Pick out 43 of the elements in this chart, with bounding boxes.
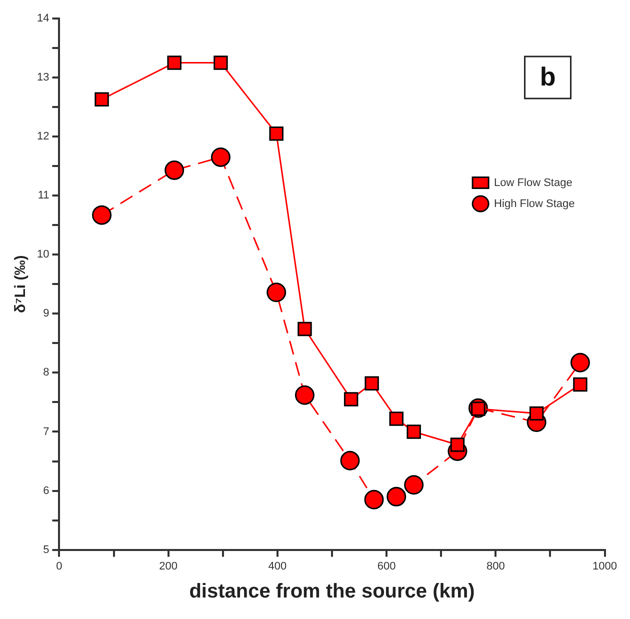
x-axis-title: distance from the source (km) xyxy=(189,580,475,603)
x-tick-label: 600 xyxy=(377,560,396,572)
x-tick-label: 200 xyxy=(159,560,178,572)
point xyxy=(214,56,228,70)
y-tick-label: 9 xyxy=(43,308,50,320)
y-axis-title: δ⁷Li (‰) xyxy=(12,255,30,314)
x-tick-label: 400 xyxy=(268,560,287,572)
y-tick-label: 5 xyxy=(43,544,50,556)
point xyxy=(294,385,314,405)
y-tick-label: 10 xyxy=(36,248,50,261)
point xyxy=(269,126,284,141)
point xyxy=(570,352,590,372)
y-tick-label: 6 xyxy=(43,484,50,497)
y-tick-label: 12 xyxy=(36,130,50,143)
legend-label: Low Flow Stage xyxy=(494,176,572,189)
point xyxy=(298,322,312,336)
point xyxy=(529,406,544,421)
point xyxy=(167,56,182,70)
x-tick-label: 800 xyxy=(486,560,505,572)
point xyxy=(404,475,424,495)
point xyxy=(364,376,379,390)
point xyxy=(210,147,230,167)
y-tick-label: 8 xyxy=(43,366,50,379)
annotation: b xyxy=(540,62,556,92)
legend-label: High Flow Stage xyxy=(494,198,575,210)
point xyxy=(94,92,109,106)
x-tick-label: 0 xyxy=(56,560,62,572)
point xyxy=(406,424,421,439)
point xyxy=(340,450,360,470)
point xyxy=(164,160,184,180)
point xyxy=(389,412,404,426)
point xyxy=(364,490,384,510)
y-tick-label: 13 xyxy=(36,72,50,84)
y-tick-label: 14 xyxy=(36,12,50,25)
point xyxy=(386,486,406,506)
point xyxy=(450,438,465,452)
point xyxy=(344,392,358,406)
point xyxy=(92,205,112,225)
y-tick-label: 11 xyxy=(38,190,50,202)
point xyxy=(266,282,286,302)
x-tick-label: 1000 xyxy=(592,560,618,572)
point xyxy=(573,377,588,392)
y-tick-label: 7 xyxy=(43,426,50,438)
